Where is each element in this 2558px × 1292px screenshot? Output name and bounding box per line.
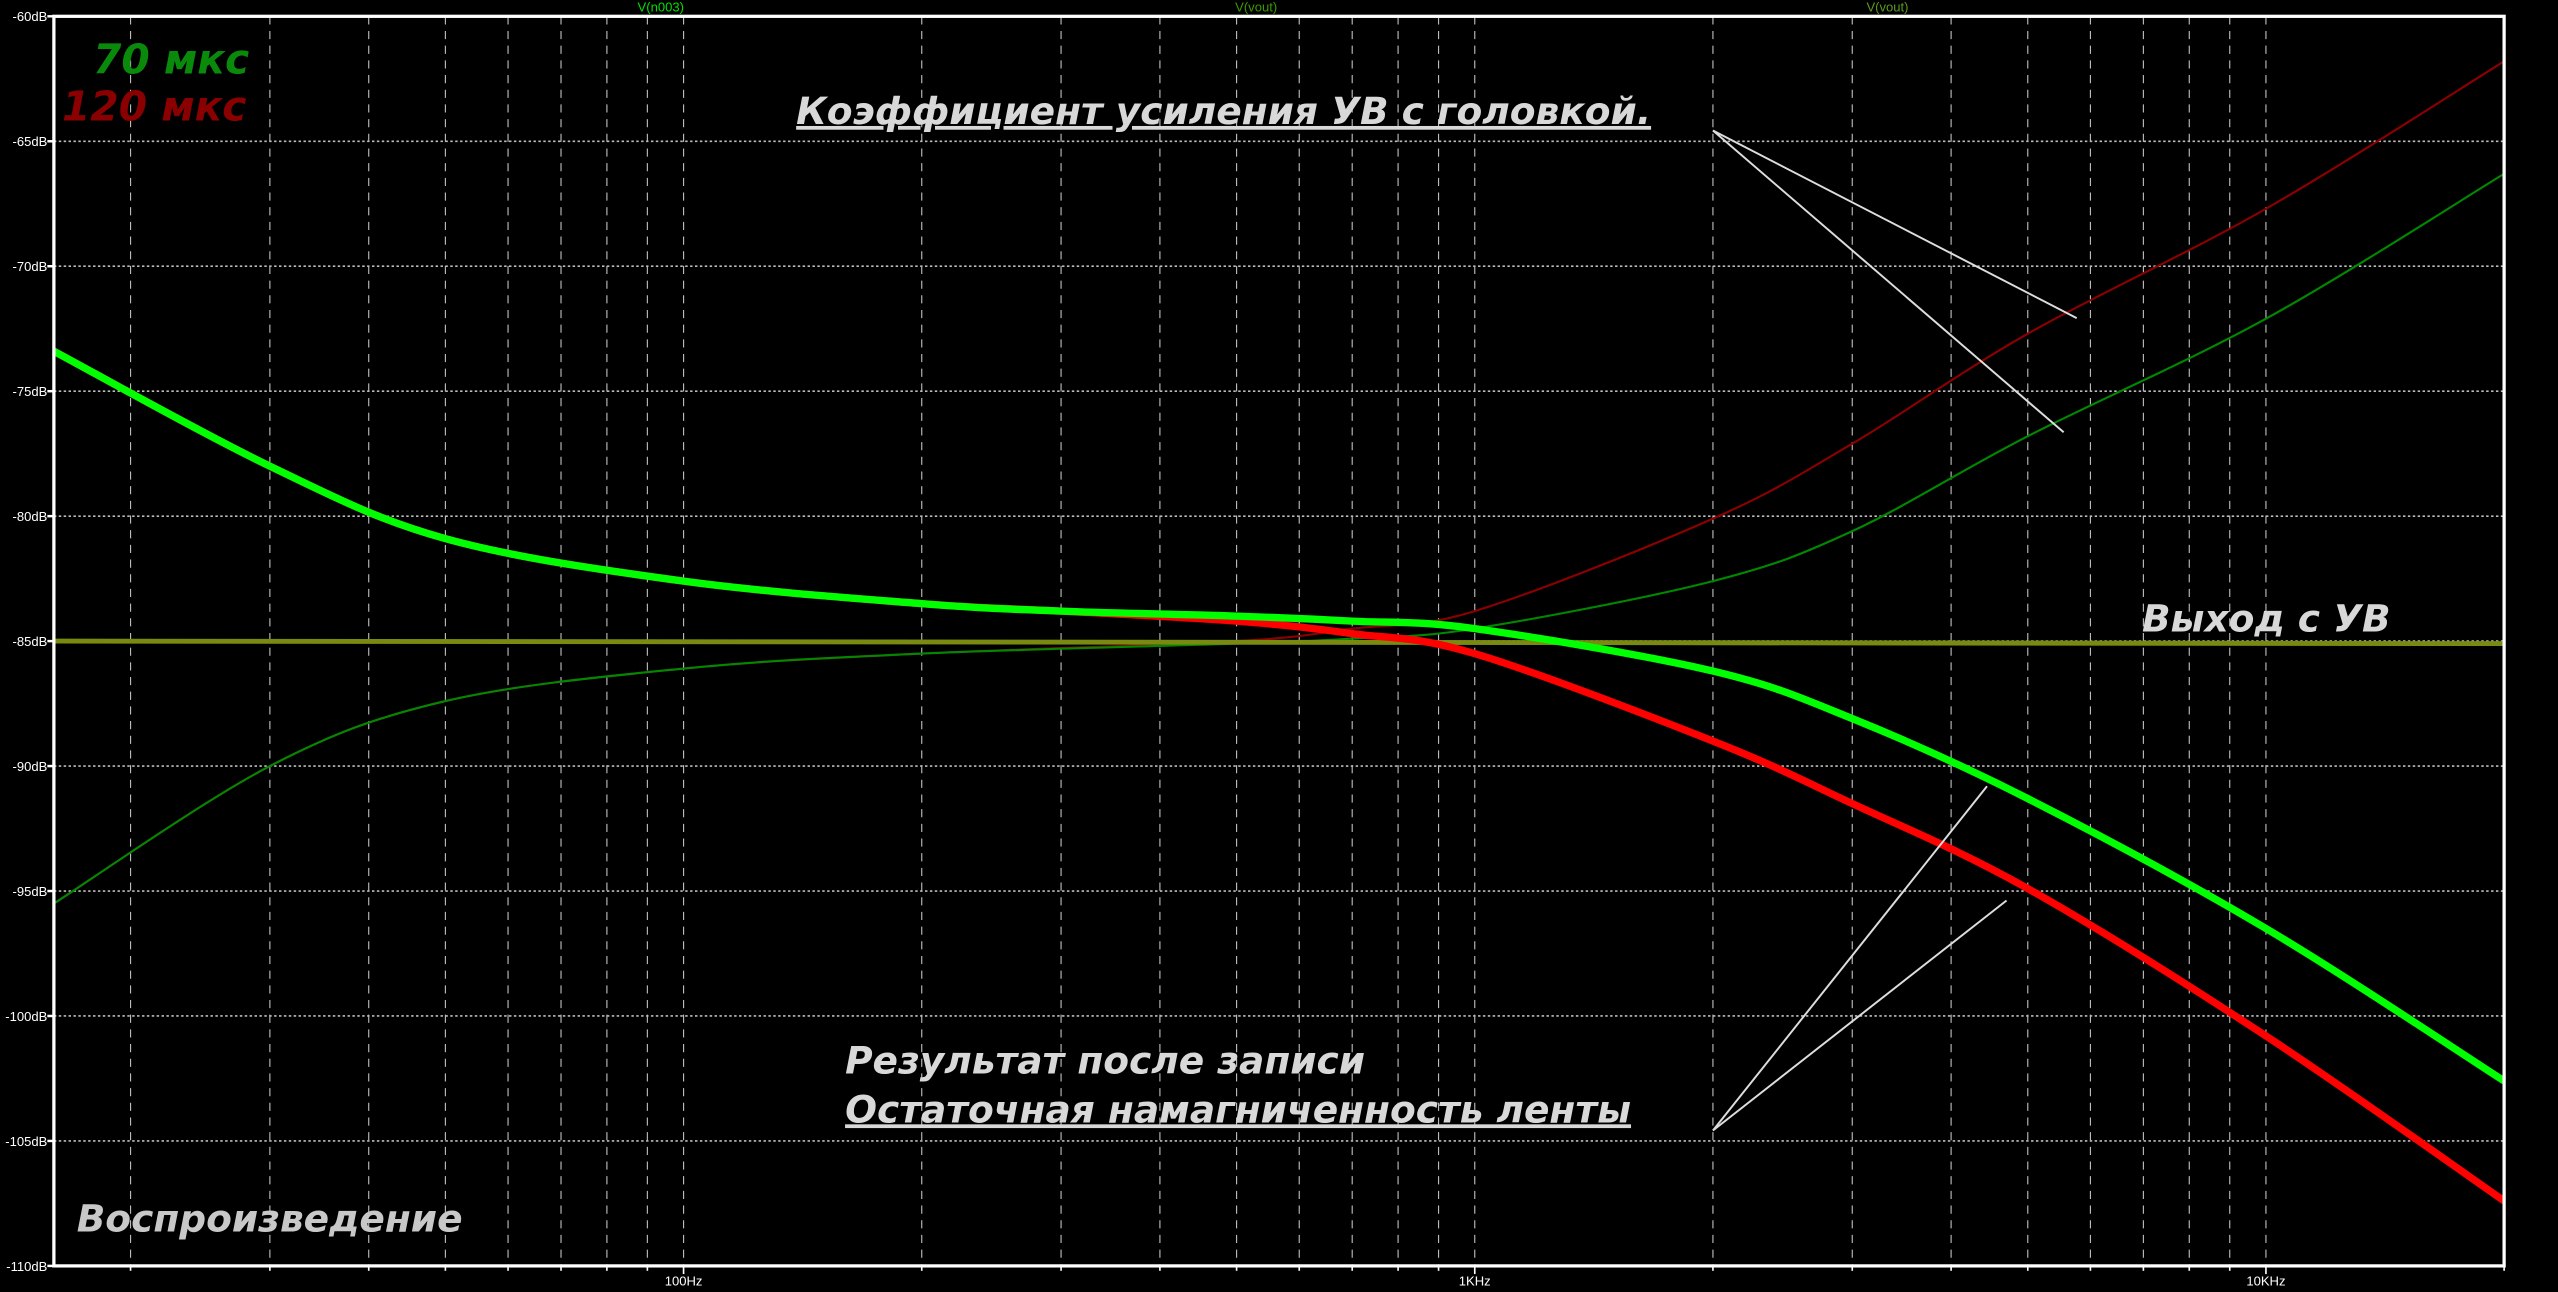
series-preamp-gain-70us [53,172,2505,905]
trace-label: V(vout) [1866,0,1908,14]
y-tick-label: -80dB [13,509,48,524]
leader-lines [1712,129,2078,1132]
series-preamp-output [53,638,2505,647]
x-tick-label: 10KHz [2246,1273,2285,1288]
leader-line [1712,129,2065,434]
trace-labels: V(n003) V(vout) V(vout) [638,0,1909,14]
y-tick-label: -75dB [13,384,48,399]
y-tick-label: -110dB [6,1259,47,1274]
leader-line [1712,785,1988,1132]
y-tick-label: -90dB [13,759,48,774]
annotation-playback: Воспроизведение [77,1197,463,1241]
y-tick-label: -100dB [5,1009,47,1024]
legend-120us: 120 мкс [62,83,246,131]
annotation-preamp-gain: Коэффициент усиления УВ с головкой. [796,89,1651,133]
leader-line [1712,129,2078,319]
y-tick-label: -65dB [13,134,48,149]
trace-label: V(n003) [638,0,684,14]
y-tick-label: -95dB [13,884,48,899]
curves [52,60,2507,1204]
x-tick-label: 100Hz [665,1273,703,1288]
grid [53,16,2505,1266]
legend-70us: 70 мкс [93,35,249,83]
axis-ticks: -60dB -65dB -70dB -75dB -80dB -85dB -90dB -95dB… [5,9,2505,1288]
series-result-after-recording-70us [52,347,2507,1085]
y-tick-label: -60dB [13,9,48,24]
leader-line [1712,899,2008,1132]
y-tick-label: -70dB [13,259,48,274]
annotation-result-line1: Результат после записи [845,1038,1365,1082]
trace-label: V(vout) [1235,0,1277,14]
y-tick-label: -105dB [5,1134,47,1149]
y-tick-label: -85dB [13,634,48,649]
annotation-result-line2: Остаточная намагниченность ленты [845,1087,1631,1131]
x-tick-label: 1KHz [1459,1273,1491,1288]
annotation-preamp-output: Выход с УВ [2142,596,2391,640]
